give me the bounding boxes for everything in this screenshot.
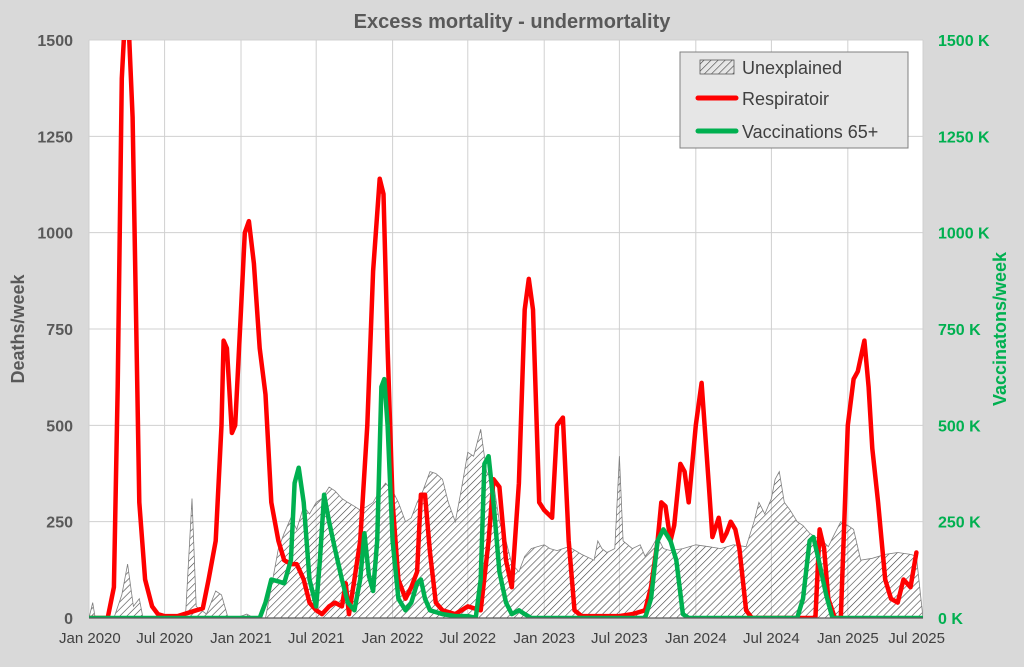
y2-tick-label: 1500 K: [938, 33, 990, 50]
x-tick-label: Jan 2020: [59, 630, 121, 647]
y2-axis-ticks: 0 K 250 K 500 K 750 K 1000 K 1250 K 1500 K: [938, 33, 990, 628]
y-tick-label: 1500: [37, 33, 73, 50]
x-tick-label: Jul 2025: [888, 630, 945, 647]
x-tick-label: Jan 2024: [665, 630, 727, 647]
x-tick-label: Jan 2023: [513, 630, 575, 647]
y-tick-label: 500: [46, 418, 73, 435]
y-tick-label: 1250: [37, 129, 73, 146]
y2-tick-label: 0 K: [938, 611, 963, 628]
y2-tick-label: 1250 K: [938, 129, 990, 146]
y2-tick-label: 750 K: [938, 322, 981, 339]
y2-tick-label: 500 K: [938, 418, 981, 435]
x-axis-ticks: Jan 2020 Jul 2020 Jan 2021 Jul 2021 Jan 2022…: [59, 630, 945, 647]
series-respiratoir-line: [89, 40, 919, 618]
y-tick-label: 1000: [37, 226, 73, 243]
y-axis-label: Deaths/week: [8, 273, 28, 383]
legend-label-vaccinations: Vaccinations 65+: [742, 122, 878, 142]
x-tick-label: Jan 2022: [362, 630, 424, 647]
legend-label-respiratoir: Respiratoir: [742, 89, 829, 109]
y2-tick-label: 1000 K: [938, 226, 990, 243]
x-tick-label: Jul 2022: [439, 630, 496, 647]
y2-tick-label: 250 K: [938, 515, 981, 532]
y-tick-label: 0: [64, 611, 73, 628]
x-tick-label: Jul 2021: [288, 630, 345, 647]
series-vaccinations-line: [89, 376, 923, 618]
y-axis-ticks: 0 250 500 750 1000 1250 1500: [37, 33, 73, 628]
chart-title: Excess mortality - undermortality: [354, 11, 672, 33]
y-tick-label: 750: [46, 322, 73, 339]
y2-axis-label: Vaccinatons/week: [990, 251, 1010, 406]
legend: Unexplained Respiratoir Vaccinations 65+: [679, 51, 909, 149]
x-tick-label: Jul 2023: [591, 630, 648, 647]
x-tick-label: Jul 2020: [136, 630, 193, 647]
horizontal-gridlines: [89, 39, 923, 523]
legend-label-unexplained: Unexplained: [742, 58, 842, 78]
legend-swatch-unexplained: [699, 59, 735, 75]
y-tick-label: 250: [46, 515, 73, 532]
x-tick-label: Jul 2024: [743, 630, 800, 647]
x-tick-label: Jan 2021: [210, 630, 272, 647]
x-tick-label: Jan 2025: [817, 630, 879, 647]
